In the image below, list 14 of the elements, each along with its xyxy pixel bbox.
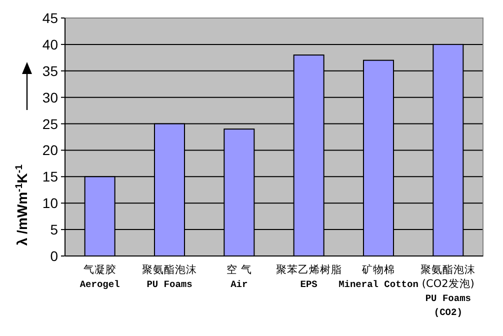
x-tick-label: 聚氨酯泡沫 (CO2发泡) PU Foams (CO2) <box>420 263 476 318</box>
y-tick-label: 15 <box>42 168 58 185</box>
x-tick-label: 空 气 Air <box>226 263 252 290</box>
y-tick-label: 5 <box>50 222 58 238</box>
y-tick-label: 30 <box>42 89 58 106</box>
y-tick-label: 40 <box>42 36 58 52</box>
y-tick-label: 10 <box>42 195 58 212</box>
x-tick-label: 聚氨酯泡沫 PU Foams <box>142 263 197 290</box>
y-tick-label: 20 <box>42 142 58 158</box>
y-tick-label: 0 <box>50 248 58 264</box>
y-tick-label: 45 <box>42 10 58 26</box>
x-tick-label: 气凝胶 Aerogel <box>80 263 120 290</box>
y-tick-label: 25 <box>42 116 58 132</box>
y-tick-label: 35 <box>42 62 58 79</box>
